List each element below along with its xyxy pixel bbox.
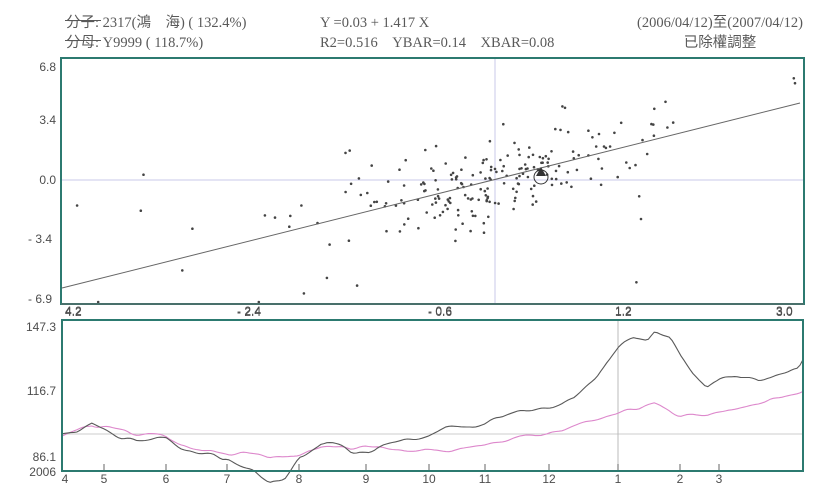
svg-text:7: 7 — [224, 472, 231, 486]
svg-text:10: 10 — [422, 472, 436, 486]
svg-text:3.0: 3.0 — [776, 305, 793, 319]
svg-text:分子: 2317(鴻 海) ( 132.4%): 分子: 2317(鴻 海) ( 132.4%) — [66, 14, 247, 31]
svg-text:6: 6 — [163, 472, 170, 486]
svg-text:12: 12 — [542, 472, 556, 486]
svg-text:0.0: 0.0 — [39, 173, 56, 187]
svg-text:R2=0.516 YBAR=0.14 XBAR=0.08: R2=0.516 YBAR=0.14 XBAR=0.08 — [320, 35, 554, 51]
svg-text:8: 8 — [296, 472, 303, 486]
svg-text:- 0.6: - 0.6 — [428, 305, 452, 319]
svg-text:1.2: 1.2 — [615, 305, 632, 319]
svg-text:- 2.4: - 2.4 — [237, 305, 261, 319]
svg-text:4.2: 4.2 — [65, 305, 82, 319]
svg-text:4: 4 — [62, 472, 69, 486]
svg-text:分母: Y9999 ( 118.7%): 分母: Y9999 ( 118.7%) — [66, 34, 203, 51]
svg-text:3: 3 — [716, 472, 723, 486]
svg-text:86.1: 86.1 — [33, 450, 57, 464]
svg-text:2006: 2006 — [29, 465, 56, 479]
svg-text:- 6.9: - 6.9 — [28, 292, 52, 306]
svg-text:2: 2 — [677, 472, 684, 486]
svg-text:147.3: 147.3 — [26, 320, 56, 334]
svg-text:9: 9 — [363, 472, 370, 486]
svg-text:- 3.4: - 3.4 — [28, 232, 52, 246]
svg-text:1: 1 — [615, 472, 622, 486]
svg-text:Y =0.03 + 1.417 X: Y =0.03 + 1.417 X — [320, 15, 430, 31]
svg-text:11: 11 — [479, 472, 492, 486]
svg-text:116.7: 116.7 — [27, 384, 56, 398]
svg-text:5: 5 — [101, 472, 108, 486]
svg-text:6.8: 6.8 — [39, 60, 56, 74]
svg-text:(2006/04/12)至(2007/04/12): (2006/04/12)至(2007/04/12) — [637, 15, 803, 31]
svg-text:3.4: 3.4 — [39, 113, 56, 127]
svg-text:已除權調整: 已除權調整 — [684, 34, 757, 51]
